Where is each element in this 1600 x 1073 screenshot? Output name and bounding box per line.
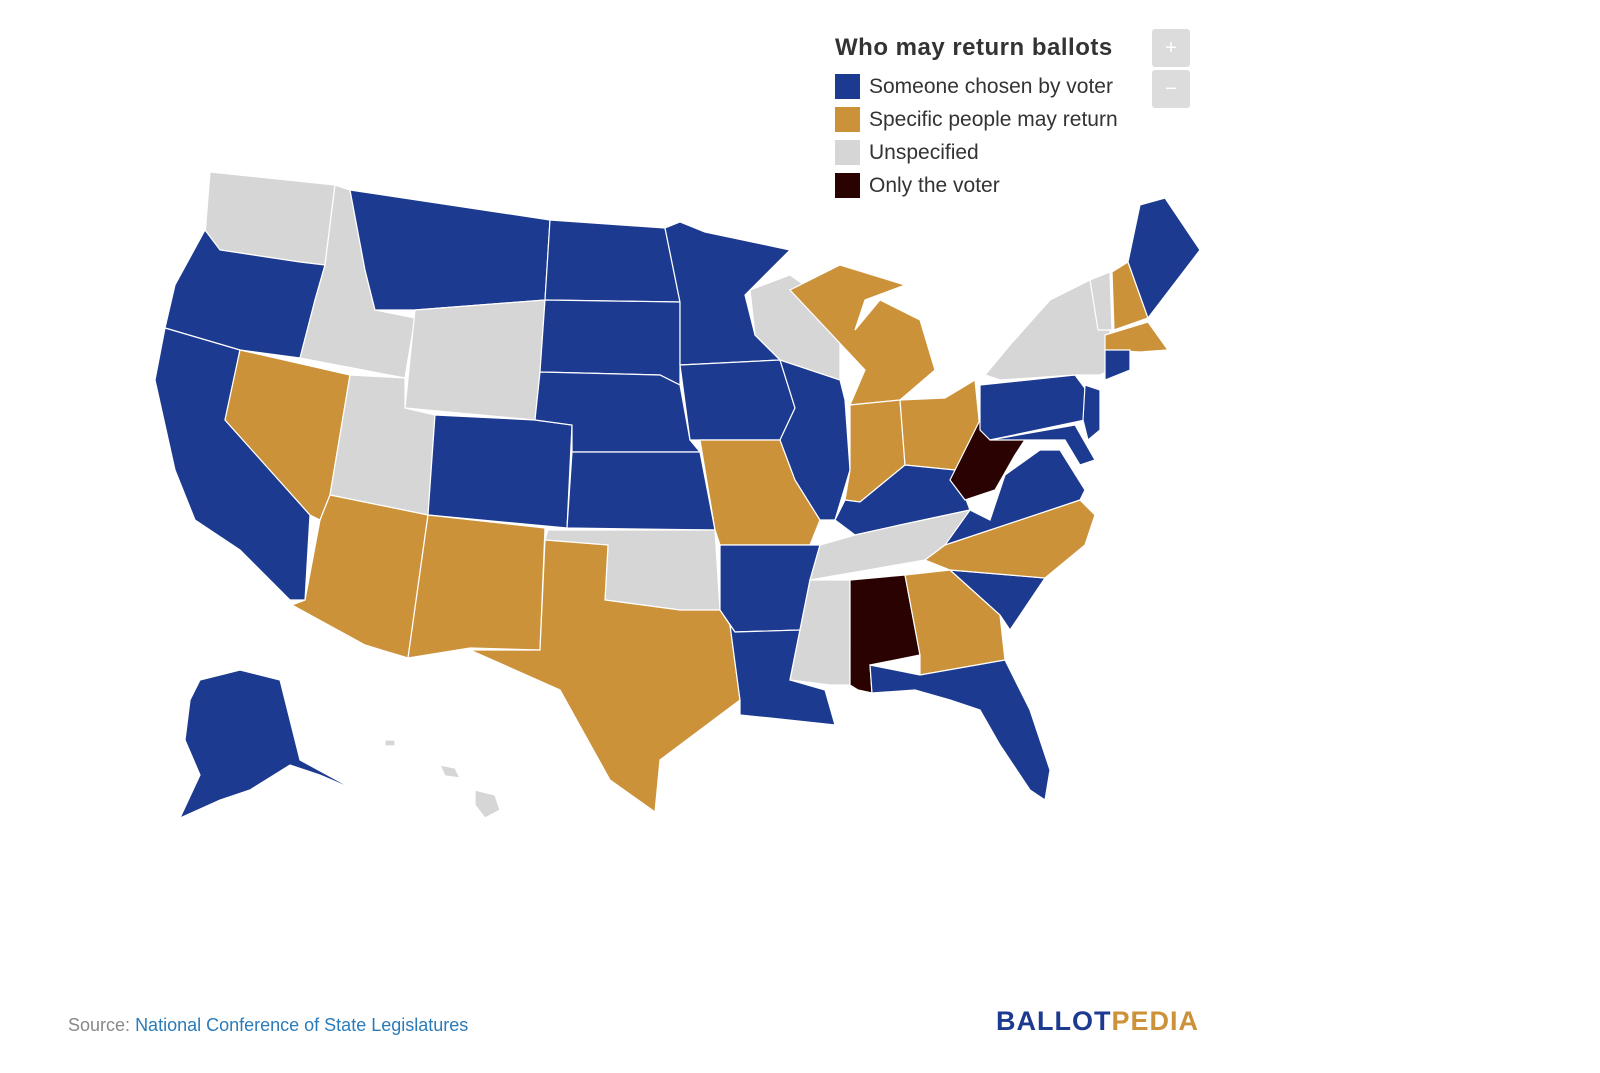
state xyxy=(1104,321,1170,353)
state xyxy=(290,494,429,659)
state xyxy=(664,221,792,366)
legend-item: Unspecified xyxy=(835,136,1118,169)
zoom-out[interactable]: − xyxy=(1152,70,1190,108)
state xyxy=(566,451,716,531)
states xyxy=(154,171,1201,820)
source-link[interactable]: National Conference of State Legislature… xyxy=(135,1015,469,1035)
state xyxy=(789,264,936,406)
legend-swatch xyxy=(835,107,860,132)
state xyxy=(679,359,796,441)
state xyxy=(983,279,1111,381)
state xyxy=(1089,271,1113,331)
state xyxy=(869,659,1051,802)
logo: BALLOTPEDIA xyxy=(996,1006,1199,1037)
state xyxy=(1104,349,1131,381)
legend-label: Only the voter xyxy=(869,173,1000,197)
state xyxy=(544,219,681,303)
legend-label: Unspecified xyxy=(869,140,979,164)
state xyxy=(404,299,546,421)
source: Source: National Conference of State Leg… xyxy=(68,1015,468,1036)
state xyxy=(474,789,501,819)
state xyxy=(349,189,551,311)
legend: Who may return ballots Someone chosen by… xyxy=(835,34,1118,202)
state xyxy=(407,514,546,659)
legend-label: Someone chosen by voter xyxy=(869,74,1113,98)
source-label: Source: xyxy=(68,1015,131,1035)
legend-items: Someone chosen by voter Specific people m… xyxy=(835,70,1118,202)
logo-part: PEDIA xyxy=(1111,1006,1200,1036)
legend-swatch xyxy=(835,74,860,99)
state xyxy=(989,424,1096,466)
legend-label: Specific people may return xyxy=(869,107,1118,131)
state xyxy=(1082,384,1101,442)
logo-part: BALLOT xyxy=(996,1006,1112,1036)
state xyxy=(1127,197,1201,320)
legend-title: Who may return ballots xyxy=(835,34,1113,61)
legend-item: Someone chosen by voter xyxy=(835,70,1118,103)
state xyxy=(427,414,573,529)
state xyxy=(469,539,741,814)
legend-item: Only the voter xyxy=(835,169,1118,202)
state xyxy=(384,739,396,747)
state xyxy=(943,449,1086,547)
state xyxy=(178,669,356,820)
state xyxy=(438,764,462,779)
legend-item: Specific people may return xyxy=(835,103,1118,136)
legend-swatch xyxy=(835,173,860,198)
legend-swatch xyxy=(835,140,860,165)
zoom-in[interactable]: + xyxy=(1152,29,1190,67)
state xyxy=(779,359,851,521)
